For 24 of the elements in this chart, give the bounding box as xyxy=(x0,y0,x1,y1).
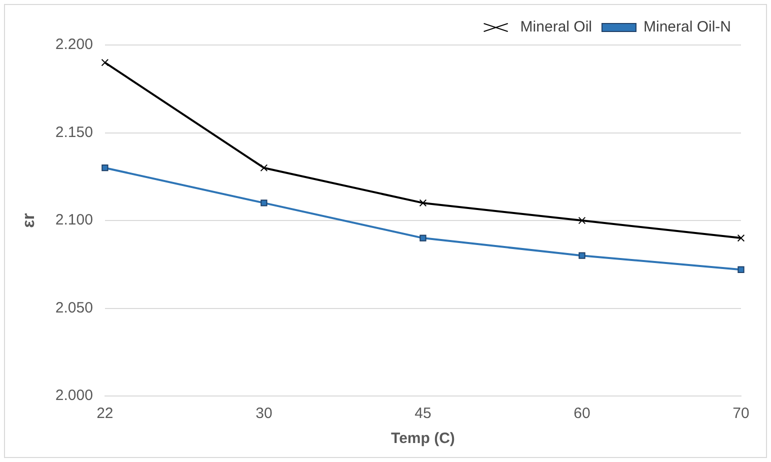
x-tick-label: 60 xyxy=(574,405,590,422)
x-tick-label: 45 xyxy=(414,405,432,422)
point xyxy=(260,200,268,206)
point xyxy=(102,164,108,172)
point xyxy=(420,234,426,242)
y-tick-label: 2.100 xyxy=(55,212,93,229)
point xyxy=(260,164,268,172)
y-tick-label: 2.050 xyxy=(55,299,93,316)
legend-label: Mineral Oil xyxy=(520,18,592,36)
x-tick-label: 30 xyxy=(256,405,272,422)
y-tick-label: 2.150 xyxy=(55,124,93,141)
y-axis-title: εr xyxy=(18,212,38,228)
point xyxy=(419,199,427,207)
point xyxy=(578,252,586,259)
x-axis-title: Temp (C) xyxy=(391,430,455,448)
legend-label: Mineral Oil-N xyxy=(643,18,732,36)
y-tick-label: 2.200 xyxy=(55,36,93,54)
point xyxy=(578,216,586,224)
x-tick-label: 22 xyxy=(96,405,114,422)
x-tick-label: 70 xyxy=(732,405,750,422)
y-tick-label: 2.000 xyxy=(55,387,93,404)
point xyxy=(737,234,745,242)
point xyxy=(738,266,744,273)
point xyxy=(101,58,109,66)
